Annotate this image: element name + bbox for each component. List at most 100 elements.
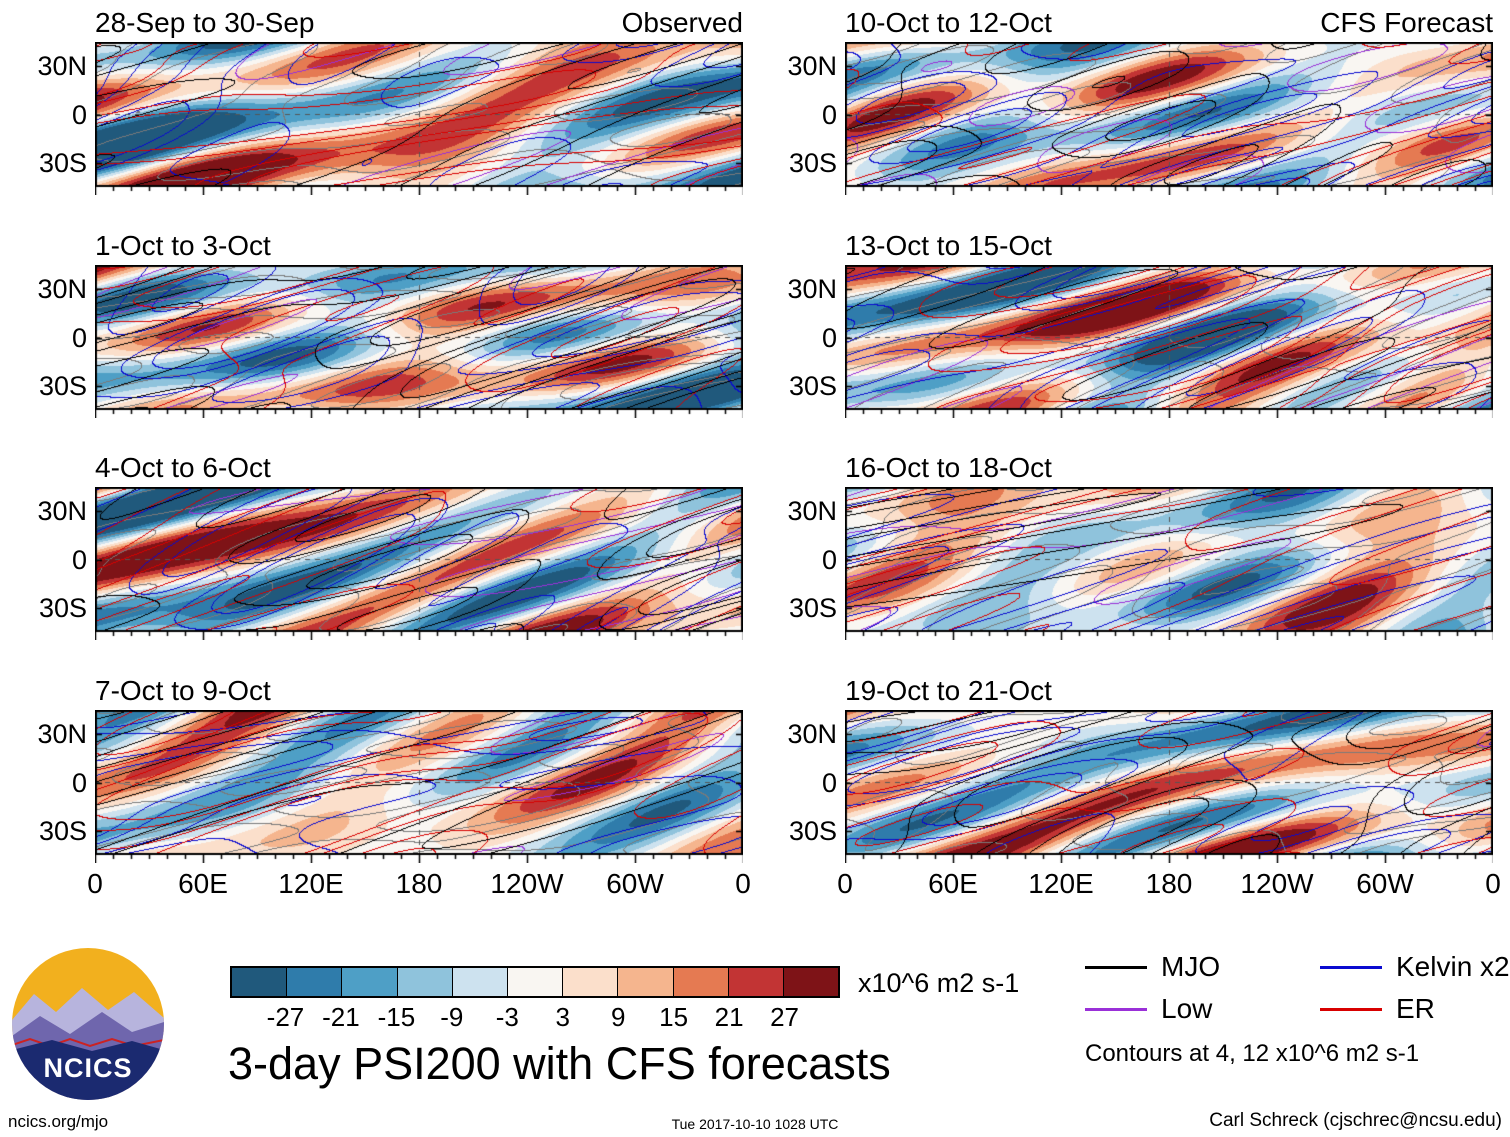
y-axis-label: 0 [71,767,87,798]
legend-item-kelvin: Kelvin x2 [1320,946,1510,988]
x-axis-tick-label: 60E [178,868,228,899]
x-axis-labels-left: 0 60E 120E 180 120W 60W 0 [87,868,751,908]
legend-label: Low [1161,993,1213,1024]
panel-period-label: 19-Oct to 21-Oct [845,675,1052,706]
map-panel: 19-Oct to 21-Oct 30N 0 30S [787,674,1493,863]
colorbar-tick-label: 3 [555,1002,570,1032]
kelvin-line-swatch [1320,965,1382,969]
map-panel: 28-Sep to 30-Sep Observed 30N 0 30S [37,6,743,195]
colorbar-cell [562,968,618,996]
y-axis-label: 0 [71,322,87,353]
map-canvas [95,265,743,418]
y-axis-label: 0 [821,544,837,575]
colorbar-cell [727,968,783,996]
y-axis-label: 30S [788,371,837,401]
map-panel: 1-Oct to 3-Oct 30N 0 30S [37,229,743,418]
map-wrap: 30N 0 30S [37,265,743,418]
colorbar-tick-label: 27 [770,1002,799,1032]
y-axis-label: 0 [821,99,837,130]
colorbar-cell [617,968,673,996]
panel-period-label: 16-Oct to 18-Oct [845,452,1052,483]
ncics-logo-mountains [12,988,164,1100]
colorbar-tick-labels: -27 -21 -15 -9 -3 3 9 15 21 27 [230,1002,840,1032]
y-axis-label: 30N [37,719,87,749]
x-axis-tick-label: 0 [1485,868,1501,899]
footer-author: Carl Schreck (cjschrec@ncsu.edu) [1209,1110,1502,1131]
colorbar-tick-label: 15 [659,1002,689,1032]
y-axis-label: 0 [821,322,837,353]
panel-header: 4-Oct to 6-Oct [95,451,743,487]
x-axis-tick-label: 120W [490,868,564,899]
ncics-logo: NCICS [12,948,164,1100]
y-axis-label: 30S [38,371,87,401]
x-axis-tick-label: 0 [735,868,751,899]
colorbar-tick-label: -3 [495,1002,519,1032]
x-axis-tick-label: 0 [87,868,103,899]
map-wrap: 30N 0 30S [37,487,743,640]
y-axis-label: 30N [37,51,87,81]
colorbar-tick-label: -27 [266,1002,305,1032]
colorbar-tick-label: -9 [440,1002,464,1032]
y-axis-label: 30S [788,816,837,846]
panel-header: 19-Oct to 21-Oct [845,674,1493,710]
colorbar-cell [672,968,728,996]
map-canvas [845,487,1493,640]
contour-levels-note: Contours at 4, 12 x10^6 m2 s-1 [1085,1040,1420,1067]
colorbar-cell [396,968,452,996]
page-title: 3-day PSI200 with CFS forecasts [228,1038,891,1089]
colorbar-tick-label: 21 [714,1002,744,1032]
colorbar-tick-label: -15 [377,1002,416,1032]
panel-period-label: 1-Oct to 3-Oct [95,230,271,261]
map-canvas [95,710,743,863]
colorbar-tick-label: 9 [610,1002,626,1032]
y-axis-label: 30S [38,593,87,623]
y-axis-label: 0 [821,767,837,798]
legend-item-er: ER [1320,988,1510,1030]
panel-period-label: 7-Oct to 9-Oct [95,675,271,706]
colorbar [230,966,840,998]
panel-source-label: CFS Forecast [1320,7,1493,38]
y-axis-label: 30S [38,816,87,846]
er-line-swatch [1320,1007,1382,1011]
panel-source-label: Observed [621,7,743,38]
x-axis-tick-label: 120E [1028,868,1094,899]
legend-item-low: Low [1085,988,1320,1030]
colorbar-cell [782,968,839,996]
x-axis-labels-right: 0 60E 120E 180 120W 60W 0 [837,868,1501,908]
colorbar-cell [451,968,507,996]
footer-url: ncics.org/mjo [8,1112,109,1131]
map-canvas [845,710,1493,863]
x-axis-tick-label: 120E [278,868,344,899]
panel-period-label: 13-Oct to 15-Oct [845,230,1052,261]
panel-header: 1-Oct to 3-Oct [95,229,743,265]
map-panel: 10-Oct to 12-Oct CFS Forecast 30N 0 30S [787,6,1493,195]
colorbar-units-label: x10^6 m2 s-1 [858,968,1020,998]
map-wrap: 30N 0 30S [37,42,743,195]
contour-legend: MJO Kelvin x2 Low ER [1085,946,1510,1030]
legend-label: Kelvin x2 [1396,951,1510,982]
map-wrap: 30N 0 30S [787,42,1493,195]
panel-period-label: 10-Oct to 12-Oct [845,7,1052,38]
colorbar-cell [232,968,287,996]
y-axis-label: 30N [787,274,837,304]
mjo-line-swatch [1085,965,1147,969]
map-panel: 13-Oct to 15-Oct 30N 0 30S [787,229,1493,418]
panel-header: 7-Oct to 9-Oct [95,674,743,710]
map-panel: 16-Oct to 18-Oct 30N 0 30S [787,451,1493,640]
x-axis-tick-label: 180 [395,868,443,899]
x-axis-tick-label: 60W [606,868,664,899]
y-axis-label: 0 [71,544,87,575]
colorbar-cell [341,968,397,996]
panel-header: 28-Sep to 30-Sep Observed [95,6,743,42]
x-axis-tick-label: 120W [1240,868,1314,899]
y-axis-label: 30N [787,496,837,526]
colorbar-cell [506,968,563,996]
panel-header: 16-Oct to 18-Oct [845,451,1493,487]
ncics-logo-text: NCICS [43,1053,133,1083]
y-axis-label: 0 [71,99,87,130]
legend-item-mjo: MJO [1085,946,1320,988]
low-line-swatch [1085,1007,1147,1011]
map-wrap: 30N 0 30S [787,710,1493,863]
panel-period-label: 4-Oct to 6-Oct [95,452,271,483]
